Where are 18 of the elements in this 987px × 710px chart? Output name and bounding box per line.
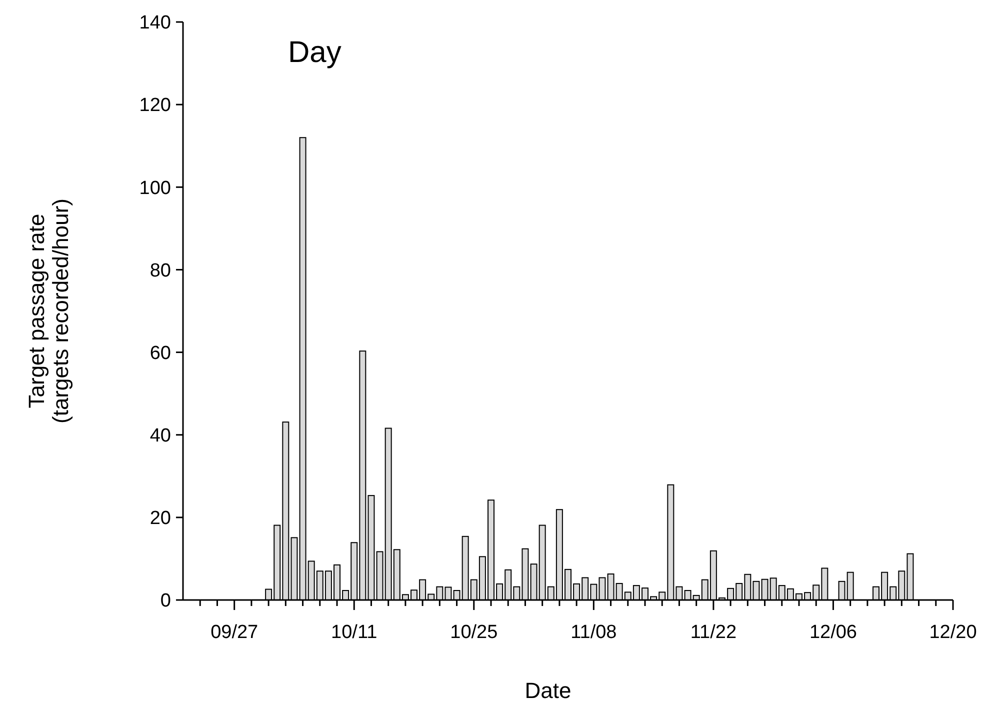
y-tick-label: 40: [150, 426, 171, 447]
x-tick-label: 11/08: [570, 622, 617, 643]
x-tick-label: 09/27: [210, 622, 258, 643]
x-tick-label: 11/22: [690, 622, 737, 643]
y-tick-label: 120: [139, 95, 171, 116]
y-axis-title: Target passage rate (targets recorded/hour): [24, 198, 73, 424]
y-tick-label: 0: [160, 590, 171, 612]
x-tick-label: 12/20: [929, 622, 977, 643]
y-tick-label: 100: [139, 178, 171, 199]
x-tick-label: 10/11: [331, 622, 378, 643]
x-axis-title: Date: [524, 678, 572, 703]
x-tick-label: 10/25: [450, 622, 498, 643]
y-tick-label: 60: [150, 342, 171, 364]
y-tick-label: 20: [150, 508, 171, 530]
text: Day: [288, 36, 342, 69]
y-tick-label: 80: [150, 260, 171, 282]
x-tick-label: 12/06: [809, 622, 857, 643]
y-tick-label: 140: [139, 12, 171, 34]
